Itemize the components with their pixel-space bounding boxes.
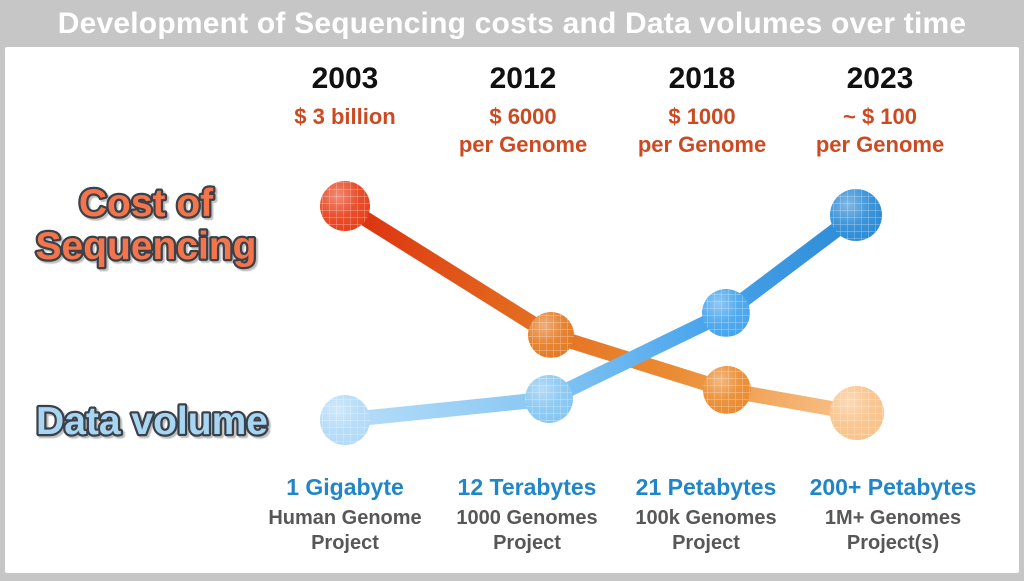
- year-label: 2003: [311, 62, 379, 95]
- project-label-line2: Project: [493, 532, 561, 554]
- data-volume-value: 200+ Petabytes: [809, 474, 977, 500]
- cost-marker-2012: [528, 312, 574, 358]
- project-label-line1: 1000 Genomes: [456, 507, 598, 529]
- column-footer-2012: 12 Terabytes 1000 Genomes Project: [407, 474, 647, 556]
- data-volume-value: 1 Gigabyte: [286, 474, 404, 500]
- data-volume-value: 12 Terabytes: [457, 474, 597, 500]
- volume-marker-2003: [320, 395, 370, 445]
- volume-marker-2012: [525, 375, 573, 423]
- column-footer-2018: 21 Petabytes 100k Genomes Project: [586, 474, 826, 556]
- project-label: 1000 Genomes Project: [407, 506, 647, 556]
- cost-value-line1: $ 6000: [489, 104, 557, 129]
- chart-markers: [320, 181, 884, 445]
- cost-value: $ 6000 per Genome: [413, 103, 633, 159]
- project-label: 100k Genomes Project: [586, 506, 826, 556]
- volume-marker-2018: [702, 289, 750, 337]
- title-banner: Development of Sequencing costs and Data…: [0, 0, 1024, 47]
- data-volume-value: 21 Petabytes: [635, 474, 777, 500]
- page-title: Development of Sequencing costs and Data…: [57, 6, 967, 40]
- cost-marker-2003: [320, 181, 370, 231]
- cost-value-line2: per Genome: [815, 132, 945, 157]
- project-label-line1: Human Genome: [268, 507, 422, 529]
- data-volume-label: Data volume: [36, 400, 268, 443]
- year-label: 2012: [489, 62, 557, 95]
- cost-of-sequencing-label-line2: Sequencing: [35, 225, 256, 268]
- column-footer-2003: 1 Gigabyte Human Genome Project: [225, 474, 465, 556]
- column-header-2023: 2023 ~ $ 100 per Genome: [770, 62, 990, 159]
- volume-line: [337, 207, 864, 428]
- chart-lines: [337, 198, 865, 428]
- cost-value: $ 1000 per Genome: [592, 103, 812, 159]
- column-header-2003: 2003 $ 3 billion: [235, 62, 455, 131]
- cost-value-line1: $ 1000: [668, 104, 736, 129]
- cost-value-line2: per Genome: [637, 132, 767, 157]
- project-label: 1M+ Genomes Project(s): [773, 506, 1013, 556]
- column-header-2012: 2012 $ 6000 per Genome: [413, 62, 633, 159]
- project-label-line2: Project: [311, 532, 379, 554]
- cost-value-line1: $ 3 billion: [294, 104, 396, 129]
- volume-marker-2023: [830, 189, 882, 241]
- project-label-line2: Project(s): [846, 532, 940, 554]
- cost-marker-2018: [703, 366, 751, 414]
- project-label: Human Genome Project: [225, 506, 465, 556]
- year-label: 2018: [668, 62, 736, 95]
- project-label-line1: 100k Genomes: [635, 507, 777, 529]
- project-label-line1: 1M+ Genomes: [824, 507, 962, 529]
- cost-of-sequencing-label-line1: Cost of: [79, 182, 214, 225]
- project-label-line2: Project: [672, 532, 740, 554]
- cost-value-line2: per Genome: [458, 132, 588, 157]
- cost-marker-2023: [830, 386, 884, 440]
- column-header-2018: 2018 $ 1000 per Genome: [592, 62, 812, 159]
- cost-value: ~ $ 100 per Genome: [770, 103, 990, 159]
- year-label: 2023: [846, 62, 914, 95]
- cost-value-line1: ~ $ 100: [842, 104, 917, 129]
- column-footer-2023: 200+ Petabytes 1M+ Genomes Project(s): [773, 474, 1013, 556]
- cost-value: $ 3 billion: [235, 103, 455, 131]
